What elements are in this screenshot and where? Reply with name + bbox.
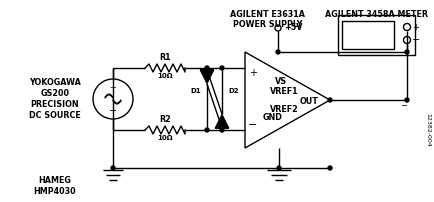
Text: +: +: [248, 68, 256, 78]
Text: AGILENT 3458A METER: AGILENT 3458A METER: [324, 10, 427, 19]
Circle shape: [204, 128, 208, 132]
Circle shape: [276, 166, 280, 170]
Text: 10Ω: 10Ω: [157, 135, 172, 141]
Polygon shape: [200, 70, 214, 84]
Text: +: +: [411, 22, 418, 32]
Text: R2: R2: [159, 115, 171, 123]
Text: −: −: [400, 101, 407, 110]
Polygon shape: [214, 114, 228, 128]
Text: −: −: [248, 120, 257, 130]
Text: 12382-004: 12382-004: [424, 113, 430, 147]
Circle shape: [204, 66, 208, 70]
Circle shape: [275, 50, 279, 54]
Text: −: −: [108, 106, 117, 116]
Circle shape: [327, 98, 331, 102]
Text: +5V: +5V: [283, 23, 302, 33]
Circle shape: [111, 166, 115, 170]
Circle shape: [327, 166, 331, 170]
Text: +: +: [109, 82, 116, 92]
Text: VS: VS: [274, 78, 286, 86]
Text: YOKOGAWA
GS200
PRECISION
DC SOURCE: YOKOGAWA GS200 PRECISION DC SOURCE: [29, 78, 81, 120]
Text: D2: D2: [227, 88, 238, 94]
Text: AGILENT E3631A
POWER SUPPLY: AGILENT E3631A POWER SUPPLY: [230, 10, 305, 29]
Circle shape: [220, 128, 224, 132]
Text: VREF1: VREF1: [270, 87, 298, 97]
Bar: [341, 21, 393, 49]
Circle shape: [220, 66, 224, 70]
Text: HAMEG
HMP4030: HAMEG HMP4030: [33, 176, 76, 196]
Text: D1: D1: [190, 88, 201, 94]
Bar: [337, 15, 414, 55]
Text: 10Ω: 10Ω: [157, 73, 172, 79]
Circle shape: [404, 98, 408, 102]
Text: R1: R1: [159, 53, 171, 61]
Text: −: −: [411, 35, 419, 45]
Circle shape: [404, 50, 408, 54]
Text: VREF2: VREF2: [270, 105, 298, 115]
Text: OUT: OUT: [299, 98, 318, 106]
Text: GND: GND: [263, 114, 282, 122]
